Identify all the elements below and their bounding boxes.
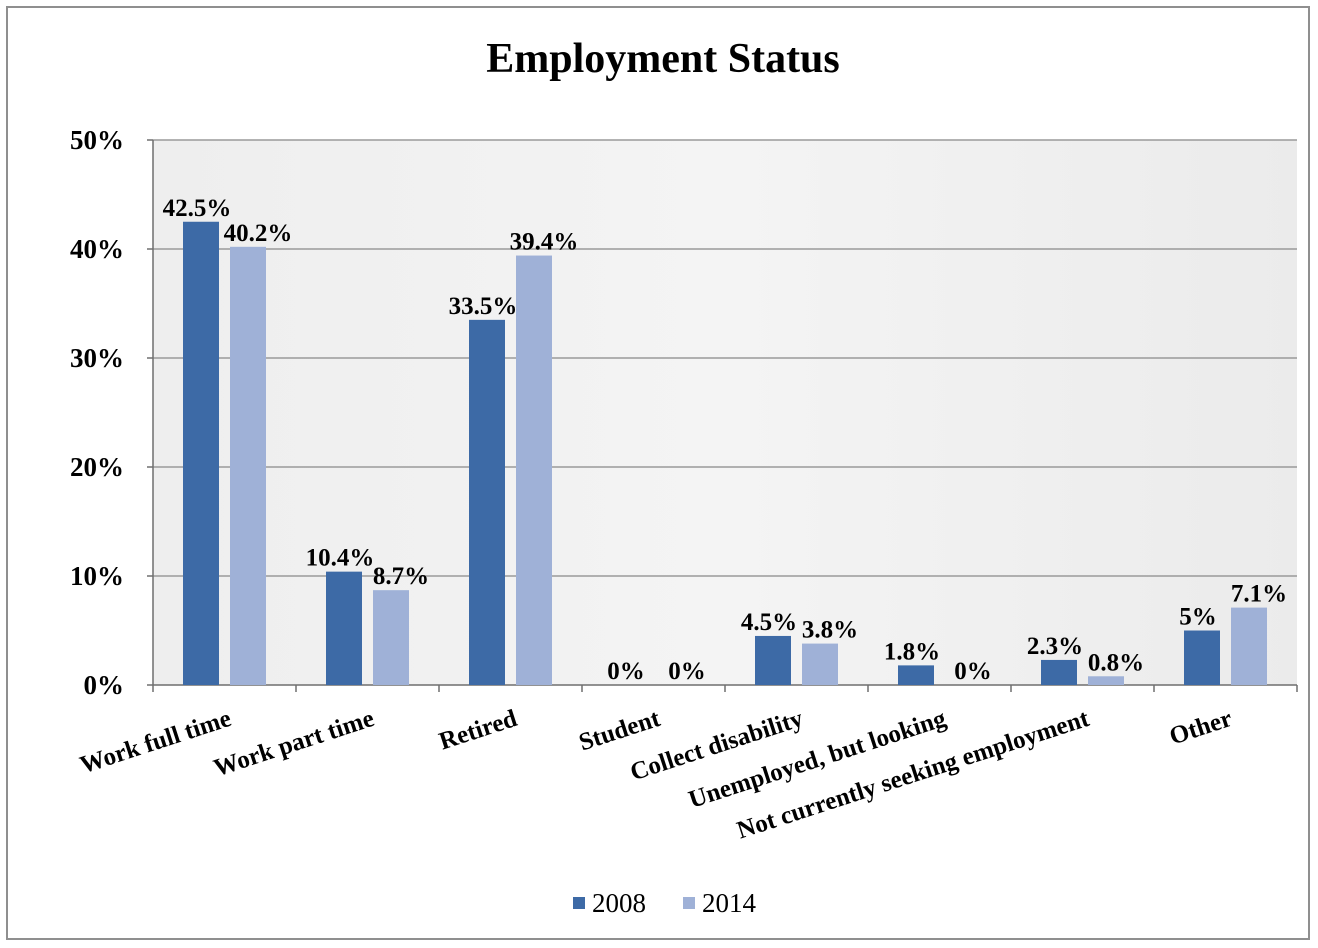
legend-label-2014: 2014	[702, 888, 757, 918]
data-label-2014-2: 39.4%	[510, 229, 579, 256]
legend-swatch-2014	[683, 897, 695, 909]
data-label-2008-6: 2.3%	[1027, 633, 1083, 660]
legend-swatch-2008	[573, 897, 585, 909]
legend: 2008 2014	[573, 888, 757, 918]
x-tick-label: Other	[1166, 705, 1235, 750]
data-label-2008-7: 5%	[1179, 604, 1217, 631]
data-label-2008-1: 10.4%	[306, 545, 375, 572]
data-label-2008-3: 0%	[607, 658, 645, 685]
y-tick-label: 0%	[84, 670, 125, 700]
data-label-2014-3: 0%	[668, 658, 706, 685]
data-label-2014-5: 0%	[954, 658, 992, 685]
bar-2008-2	[469, 319, 505, 685]
y-tick-label: 30%	[70, 343, 124, 373]
bars	[183, 221, 1267, 686]
bar-2008-7	[1184, 630, 1220, 685]
data-label-2014-7: 7.1%	[1231, 581, 1287, 608]
y-tick-label: 40%	[70, 234, 124, 264]
bar-2008-6	[1041, 659, 1077, 685]
data-label-2008-4: 4.5%	[741, 609, 797, 636]
x-tick-label: Work full time	[77, 705, 235, 779]
data-label-2014-4: 3.8%	[802, 617, 858, 644]
y-tick-label: 10%	[70, 561, 124, 591]
chart-title: Employment Status	[486, 36, 840, 82]
x-tick-label: Student	[576, 705, 664, 757]
axes: 0% 10% 20% 30% 40% 50%	[70, 125, 1298, 700]
x-tick-label: Retired	[436, 705, 521, 755]
bar-2008-5	[898, 665, 934, 685]
data-label-2008-0: 42.5%	[163, 195, 232, 222]
legend-label-2008: 2008	[592, 888, 646, 918]
data-label-2008-5: 1.8%	[884, 638, 940, 665]
x-tick-label: Work part time	[211, 705, 378, 782]
bar-2014-0	[230, 246, 266, 685]
bar-2014-7	[1231, 607, 1267, 685]
plot-area	[153, 140, 1297, 685]
bar-2014-2	[516, 255, 552, 686]
y-tick-label: 50%	[70, 125, 124, 155]
y-tick-label: 20%	[70, 452, 124, 482]
bar-2008-4	[755, 635, 791, 685]
bar-2014-1	[373, 590, 409, 685]
bar-2014-6	[1088, 676, 1124, 685]
data-labels: 42.5%40.2% 10.4%8.7% 33.5% 39.4% 0% 0% 4.5% 3.8…	[163, 195, 1288, 685]
data-label-2008-2: 33.5%	[449, 293, 518, 320]
data-label-2014-0: 40.2%	[224, 220, 293, 247]
bar-2008-0	[183, 221, 219, 685]
bar-2008-1	[326, 571, 362, 685]
data-label-2014-6: 0.8%	[1088, 649, 1144, 676]
data-label-2014-1: 8.7%	[373, 563, 429, 590]
bar-2014-4	[802, 643, 838, 685]
